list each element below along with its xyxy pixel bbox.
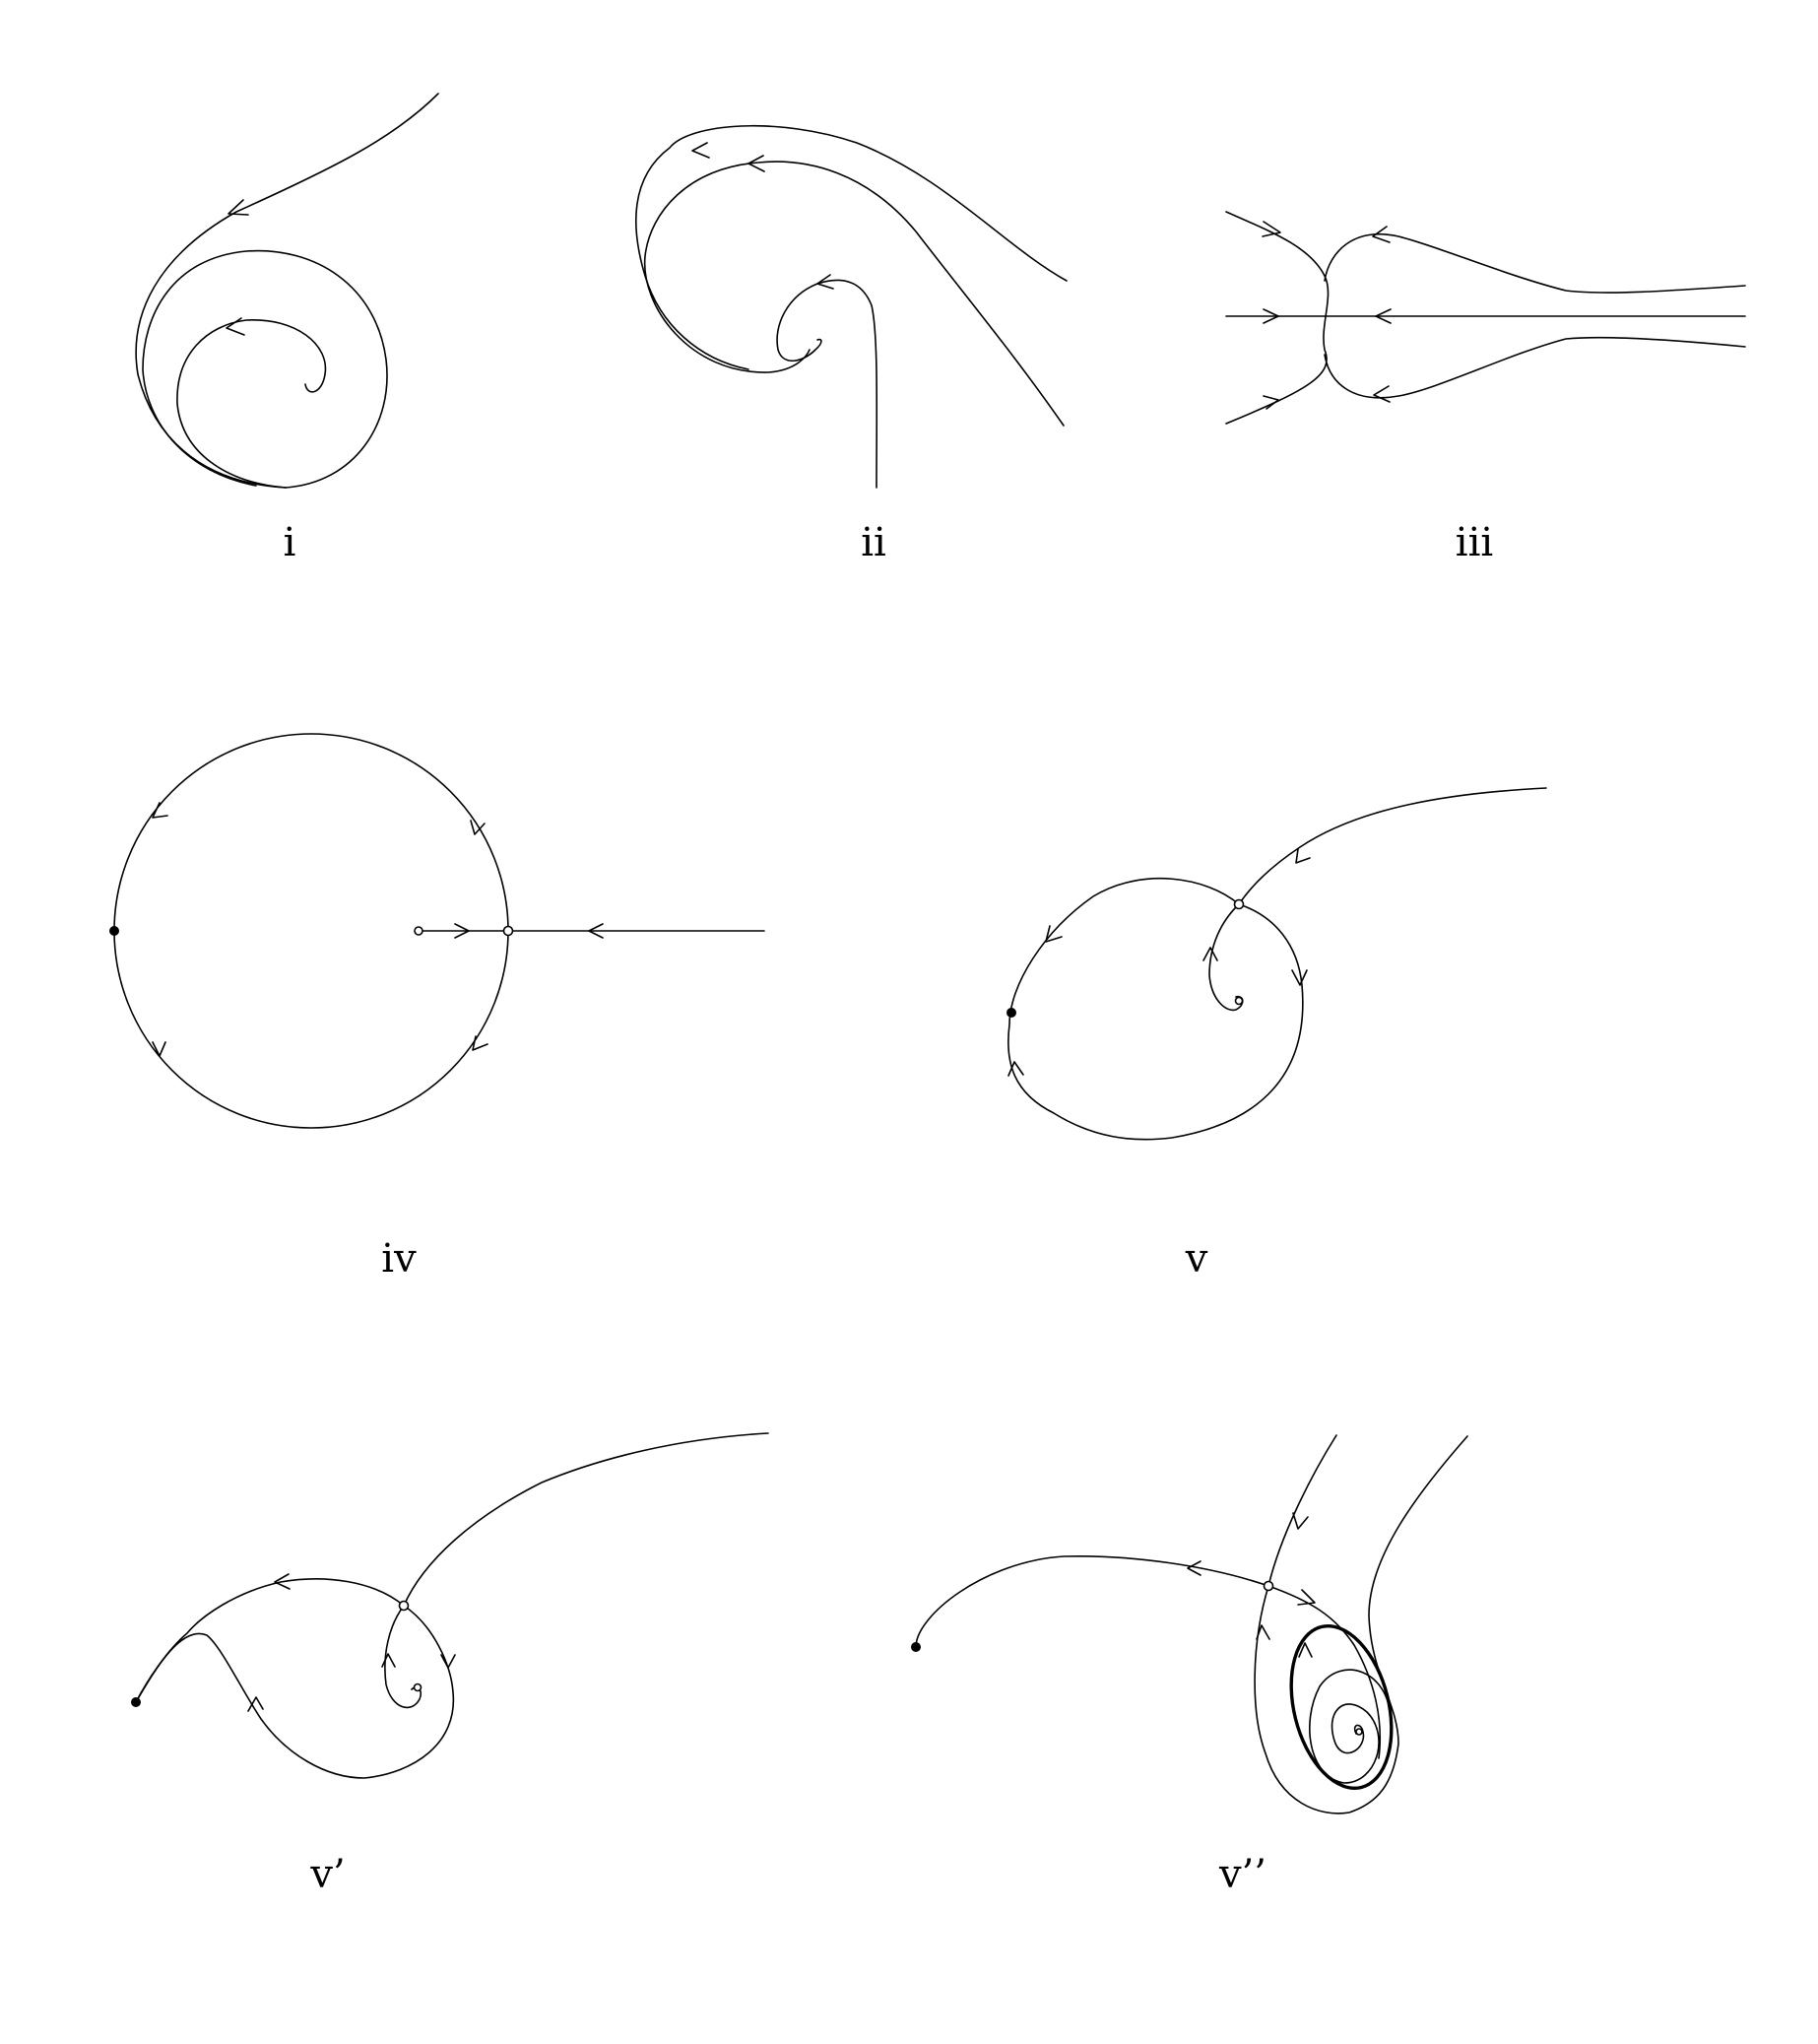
panel-iv-arrow-5 (454, 923, 470, 939)
panel-v2-incoming-from-top (1267, 1434, 1337, 1587)
panel-v1-saddle-point (398, 1600, 410, 1612)
panel-i-outer-trajectory (135, 93, 439, 489)
panel-i-inner-spiral (176, 319, 327, 489)
panel-iv-saddle-point (502, 925, 514, 937)
panel-v1-lower-branch (135, 1605, 455, 1779)
panel-i-arrow-1 (227, 199, 249, 216)
panel-ii (634, 124, 1068, 489)
panel-v-arrow-1 (1295, 848, 1311, 864)
panel-v2-leftward-trajectory (915, 1554, 1269, 1648)
panel-v1-arrow-3 (247, 1696, 264, 1712)
panel-v1-arrow-4 (381, 1653, 396, 1668)
panel-v2-focus-point (1355, 1728, 1363, 1736)
panel-v-focus-point (1234, 996, 1244, 1006)
panel-iv-arrow-2 (470, 820, 486, 835)
panel-i (135, 93, 439, 489)
panel-v1-incoming-trajectory (403, 1432, 769, 1607)
panel-ii-inner-spiral (776, 279, 878, 489)
panel-i-arrow-2 (226, 317, 245, 336)
panel-v-arrow-3 (1291, 969, 1308, 986)
panel-label-v-double-prime: v’’ (1218, 1852, 1267, 1897)
panel-iii (1225, 211, 1746, 425)
panel-label-iv: iv (381, 1236, 417, 1282)
panel-v-stable-point (1006, 1008, 1016, 1018)
panel-v1-arrow-1 (274, 1573, 291, 1590)
panel-v-arrow-2 (1045, 925, 1063, 943)
panel-ii-middle-trajectory (643, 161, 1065, 427)
panel-iv-unstable-point (414, 926, 423, 936)
panel-iii-arrow-4 (1372, 226, 1391, 243)
panel-v2-arrow-5 (1298, 1642, 1313, 1658)
panel-iv-arrow-6 (588, 923, 604, 939)
panel-ii-upper-trajectory (634, 124, 1068, 370)
panel-v (1006, 787, 1547, 1141)
panel-v2-arrow-3 (1256, 1624, 1270, 1640)
panel-iii-arrow-3 (1263, 395, 1279, 410)
panel-iv-arrow-3 (152, 1041, 166, 1057)
panel-v2-outer-envelope (1254, 1435, 1468, 1814)
panel-v1-arrow-2 (440, 1654, 456, 1669)
panel-v2-stable-point (911, 1642, 921, 1652)
panel-v-homoclinic-loop (1007, 878, 1304, 1141)
panel-v2-arrow-2 (1292, 1512, 1309, 1530)
panel-label-ii: ii (861, 520, 886, 565)
panel-v2-inner-spiral (1309, 1669, 1392, 1784)
panel-iii-arrow-2 (1263, 308, 1279, 324)
panel-ii-arrow-2 (747, 155, 765, 172)
panel-iv-stable-point (109, 926, 119, 936)
panel-label-iii: iii (1455, 520, 1494, 565)
panel-iii-arrow-6 (1373, 385, 1391, 403)
panel-ii-arrow-1 (691, 142, 710, 159)
panel-v-incoming-trajectory (1238, 787, 1547, 905)
panel-iii-separatrix-upper (1225, 211, 1330, 425)
panel-v1-stable-point (131, 1697, 141, 1707)
panel-v1-upper-branch (135, 1578, 405, 1703)
panel-iii-arrow-1 (1262, 221, 1281, 237)
panel-iv (109, 733, 765, 1129)
panel-v1 (131, 1432, 769, 1779)
panel-iv-arrow-4 (472, 1035, 488, 1051)
panel-ii-arrow-3 (816, 274, 834, 290)
panel-label-v-prime: v’ (310, 1852, 346, 1897)
panel-iii-upper-flow (1324, 233, 1746, 294)
panel-v-arrow-4 (1007, 1061, 1024, 1077)
panel-v2-limit-cycle (1289, 1623, 1394, 1791)
panel-v2-arrow-1 (1187, 1560, 1201, 1576)
panel-label-v: v (1185, 1236, 1208, 1282)
panel-v-saddle-point (1233, 898, 1245, 910)
panel-v2-saddle-point (1263, 1580, 1274, 1592)
panel-iv-arrow-1 (152, 802, 168, 819)
panel-v2 (911, 1434, 1468, 1814)
panel-iii-arrow-5 (1375, 308, 1392, 324)
panel-v2-separatrix-to-cycle (1267, 1585, 1382, 1759)
panel-iii-lower-flow (1324, 336, 1746, 399)
panel-v-arrow-5 (1202, 947, 1218, 961)
panel-v-inner-spiral (1208, 903, 1244, 1012)
panel-v1-focus-point (413, 1682, 422, 1692)
panel-i-limit-cycle (142, 249, 388, 489)
panel-v2-arrow-4 (1297, 1589, 1316, 1606)
panel-label-i: i (283, 520, 296, 565)
